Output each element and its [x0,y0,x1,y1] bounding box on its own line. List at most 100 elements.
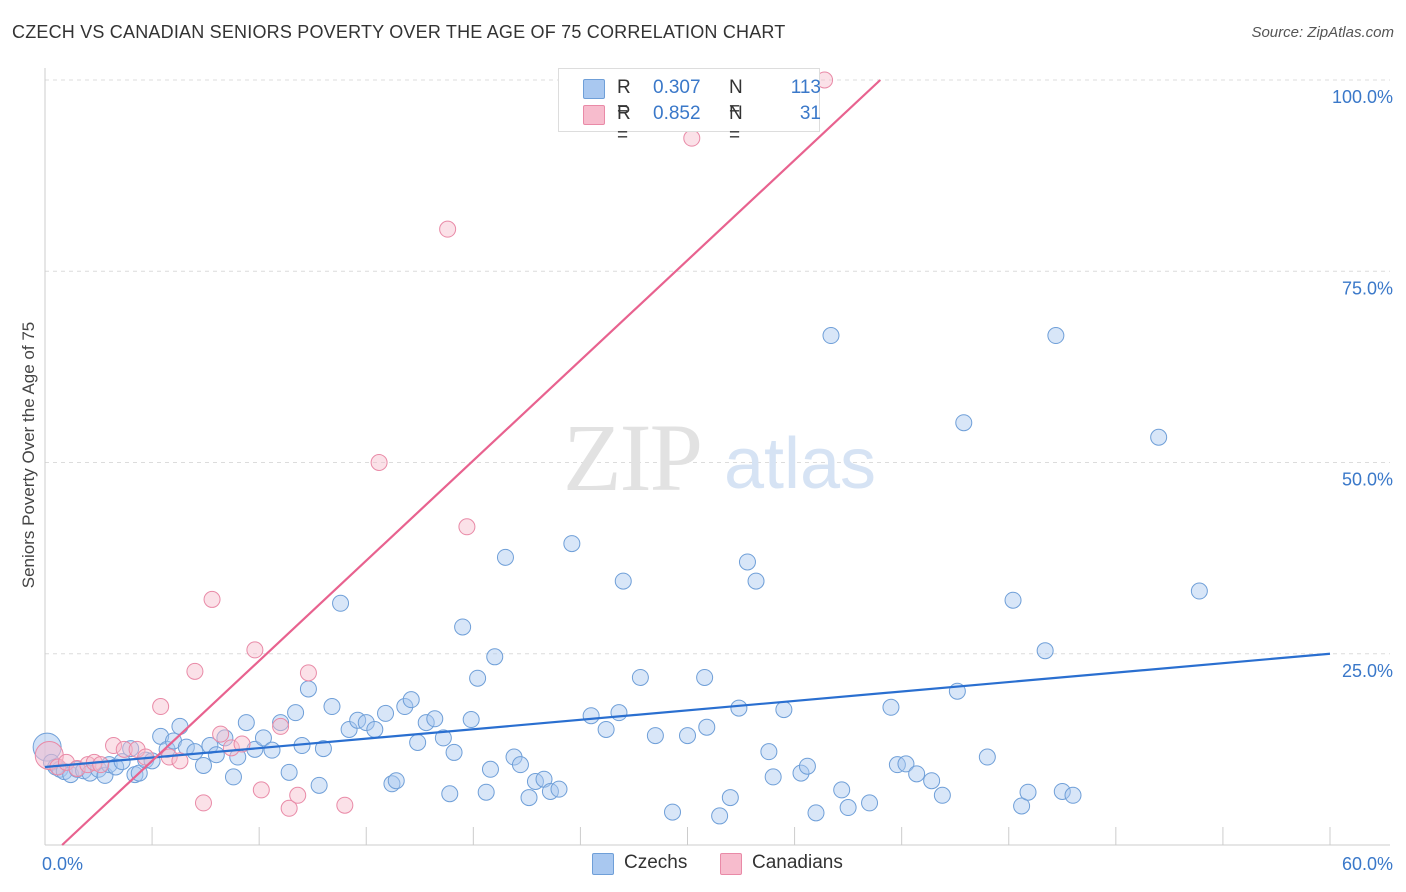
czech-point [888,756,906,774]
czech-point [933,786,951,804]
czech-point [792,764,810,782]
canadian-point [289,786,307,804]
canadian-point [252,781,270,799]
r-label: R = [617,103,631,146]
n-label: N = [729,103,743,146]
czech-point [1036,642,1054,660]
czech-point [340,720,358,738]
czech-point [738,553,756,571]
czech-point [299,680,317,698]
czech-point [760,743,778,761]
czech-point [955,414,973,432]
czech-point [194,756,212,774]
y-tick-label: 50.0% [1342,470,1393,490]
czech-point [664,803,682,821]
czech-point [696,668,714,686]
czech-point [1064,786,1082,804]
y-axis-label: Seniors Poverty Over the Age of 75 [19,322,38,588]
czech-trendline [44,652,1331,769]
czech-point [263,741,281,759]
czech-point [314,740,332,758]
canadian-point [439,220,457,238]
czech-point [122,740,140,758]
czech-point [409,733,427,751]
watermark-atlas: atlas [724,424,876,504]
canadian-point [203,590,221,608]
y-tick-label: 25.0% [1342,661,1393,681]
czech-point [1013,797,1031,815]
czech-point [310,776,328,794]
czech-point [679,727,696,745]
canadian-point [105,737,123,755]
czech-point [417,714,435,732]
czech-point [631,668,649,686]
czech-point [396,698,414,716]
czech-point [272,714,290,732]
czech-point [287,704,305,722]
czech-point [698,718,716,736]
czech-point [481,760,499,778]
czech-point [387,772,405,790]
czech-point [1190,582,1208,600]
r-label: R = [617,77,631,120]
correlation-legend: R = 0.307 N = 113 R = 0.852 N = 31 [558,68,821,146]
canadian-point [186,662,204,680]
canadian-point [370,454,388,471]
ticks-layer: 25.0% 50.0% 75.0% 100.0% 0.0% 60.0% [42,87,1393,874]
czech-point [454,618,472,636]
czech-point [597,720,615,738]
czech-point [721,789,739,807]
canadian-point [212,725,230,743]
canadian-point [458,518,476,536]
legend-label: Czechs [624,852,688,873]
czech-point [747,572,765,590]
czech-point [978,748,996,766]
czech-point [332,594,350,612]
canadian-point [171,752,189,770]
czech-point [1019,783,1037,801]
czech-point [434,729,452,747]
czechs-swatch [592,853,614,875]
canadians-swatch [720,853,742,875]
r-value: 0.852 [653,103,701,124]
czech-point [323,698,341,716]
czech-point [224,768,242,786]
r-value: 0.307 [653,77,701,98]
czech-point [171,717,189,735]
czech-point [186,743,204,761]
y-tick-label: 75.0% [1342,278,1393,298]
canadian-swatch [583,105,605,125]
czech-point [366,720,384,738]
grid-layer [44,68,1390,846]
canadian-point [336,796,354,814]
czech-point [775,701,793,719]
legend-label: Canadians [752,852,843,873]
canadian-point [152,698,170,716]
canadian-point [115,740,133,758]
canadian-point [280,799,298,817]
czech-point [520,789,538,807]
czech-point [469,669,487,687]
n-value: 113 [790,77,821,98]
czech-point [280,763,298,781]
watermark: ZIP atlas [563,404,876,511]
czech-point [511,756,529,774]
czech-point [897,755,915,773]
czech-point [563,535,581,553]
czech-point [610,704,628,722]
canadian-point [272,717,290,735]
czech-point [730,699,748,717]
czech-point [207,746,225,764]
czech-swatch [583,79,605,99]
czech-point [237,714,255,732]
canadian-point [299,664,317,682]
watermark-zip: ZIP [563,404,701,511]
czech-point [798,757,816,775]
czech-point [839,799,857,817]
czech-point [1150,428,1168,446]
czech-point [923,772,941,790]
czech-point [822,327,840,345]
czech-point [711,807,729,825]
czech-point [486,648,504,666]
